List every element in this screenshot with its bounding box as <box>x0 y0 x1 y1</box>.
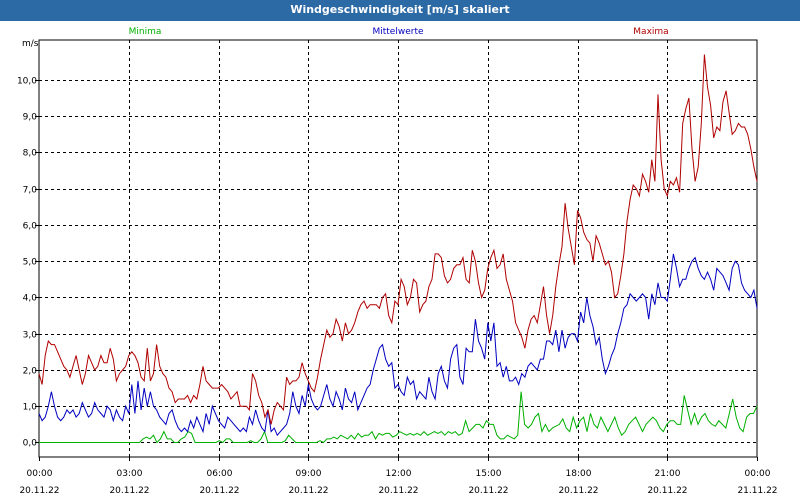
y-tick-label-8: 8,0 <box>23 149 38 159</box>
x-tick-date-1: 20.11.22 <box>109 486 149 496</box>
x-tick-time-2: 06:00 <box>207 469 233 479</box>
y-axis-unit-label: m/s <box>22 39 39 49</box>
y-tick-label-1: 1,0 <box>23 403 38 413</box>
x-tick-date-3: 20.11.22 <box>288 486 328 496</box>
x-tick-time-7: 21:00 <box>655 469 681 479</box>
y-tick-label-2: 2,0 <box>23 367 38 377</box>
x-tick-time-6: 18:00 <box>566 469 592 479</box>
y-tick-label-10: 10,0 <box>17 77 37 87</box>
y-tick-label-4: 4,0 <box>23 294 38 304</box>
legend-maxima[interactable]: Maxima <box>633 27 668 37</box>
series-line-mittelwerte <box>38 253 758 437</box>
x-tick-time-1: 03:00 <box>117 469 143 479</box>
x-tick-time-3: 09:00 <box>296 469 322 479</box>
chart-title-bar: Windgeschwindigkeit [m/s] skaliert <box>0 0 800 21</box>
x-tick-date-7: 20.11.22 <box>647 486 687 496</box>
x-tick-time-8: 00:00 <box>745 469 771 479</box>
y-axis-ticks: 0,0 1,0 2,0 3,0 4,0 5,0 6,0 7,0 8,0 9,0 10,0 <box>17 77 39 449</box>
series-group <box>38 54 758 444</box>
series-line-minima <box>39 391 758 444</box>
x-tick-date-2: 20.11.22 <box>199 486 239 496</box>
y-tick-label-0: 0,0 <box>23 439 38 449</box>
x-tick-date-0: 20.11.22 <box>19 486 59 496</box>
y-tick-label-3: 3,0 <box>23 331 38 341</box>
chart-title: Windgeschwindigkeit [m/s] skaliert <box>290 3 510 16</box>
series-line-maxima <box>38 54 758 425</box>
x-tick-time-5: 15:00 <box>476 469 502 479</box>
x-tick-date-4: 20.11.22 <box>378 486 418 496</box>
legend-minima[interactable]: Minima <box>129 27 162 37</box>
wind-speed-chart: 0,0 1,0 2,0 3,0 4,0 5,0 6,0 7,0 8,0 9,0 10,0 00:00… <box>17 27 778 496</box>
x-axis-ticks: 00:00 20.11.22 03:00 20.11.22 06:00 20.11.22 0… <box>19 457 778 496</box>
plot-area-border <box>38 39 758 458</box>
y-tick-label-5: 5,0 <box>23 258 38 268</box>
x-tick-date-5: 20.11.22 <box>468 486 508 496</box>
y-tick-label-7: 7,0 <box>23 186 38 196</box>
y-tick-label-9: 9,0 <box>23 113 38 123</box>
x-tick-time-4: 12:00 <box>386 469 412 479</box>
legend-mittelwerte[interactable]: Mittelwerte <box>372 27 423 37</box>
x-tick-date-6: 20.11.22 <box>558 486 598 496</box>
x-tick-date-8: 21.11.22 <box>737 486 777 496</box>
y-tick-label-6: 6,0 <box>23 222 38 232</box>
x-tick-time-0: 00:00 <box>27 469 53 479</box>
